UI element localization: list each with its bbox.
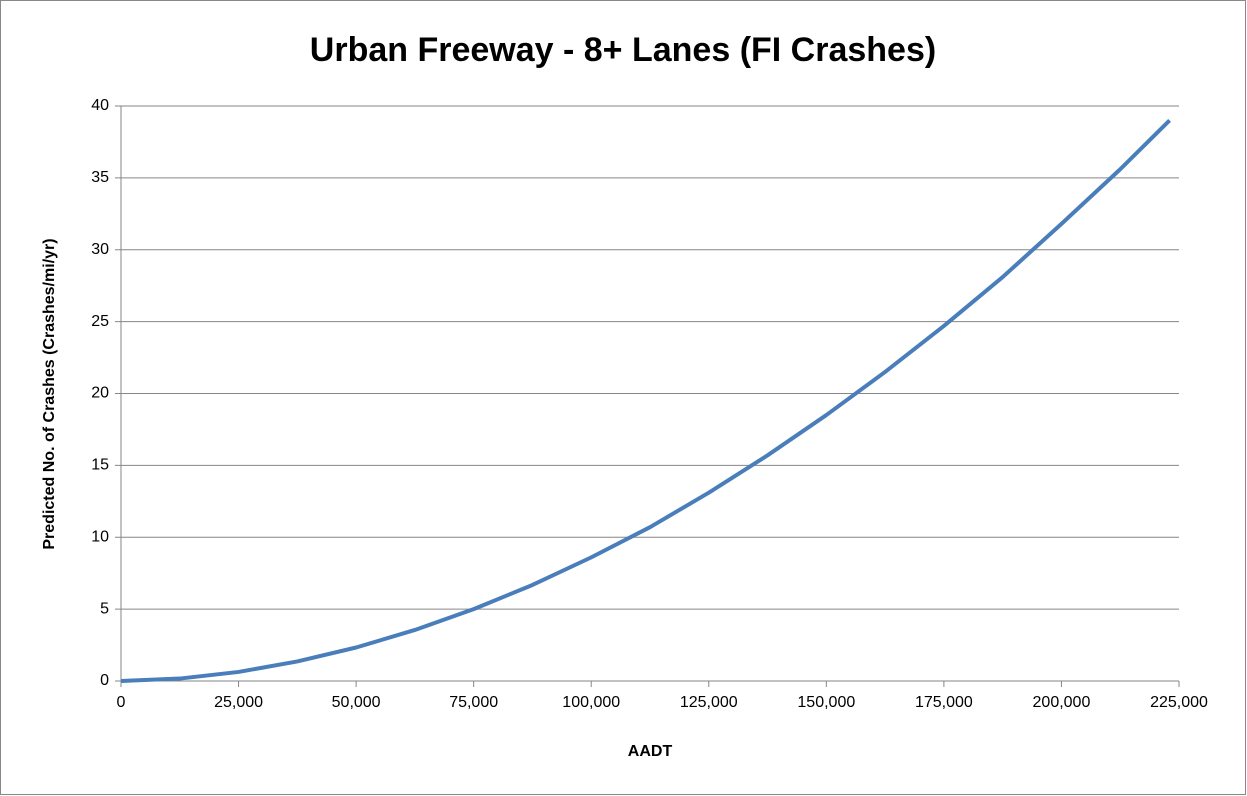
x-tick-label: 200,000 <box>1033 694 1091 711</box>
x-tick-label: 0 <box>117 694 126 711</box>
y-tick-label: 40 <box>91 97 109 114</box>
y-tick-label: 15 <box>91 457 109 474</box>
chart-title: Urban Freeway - 8+ Lanes (FI Crashes) <box>310 31 936 69</box>
x-tick-label: 125,000 <box>680 694 738 711</box>
x-tick-label: 175,000 <box>915 694 973 711</box>
y-tick-label: 10 <box>91 528 109 545</box>
x-tick-label: 75,000 <box>449 694 498 711</box>
y-tick-label: 20 <box>91 385 109 402</box>
x-tick-label: 225,000 <box>1150 694 1208 711</box>
y-tick-label: 35 <box>91 169 109 186</box>
x-tick-label: 25,000 <box>214 694 263 711</box>
y-tick-label: 25 <box>91 313 109 330</box>
y-tick-label: 5 <box>100 600 109 617</box>
x-tick-label: 150,000 <box>797 694 855 711</box>
x-tick-label: 100,000 <box>562 694 620 711</box>
line-series <box>120 118 1172 683</box>
x-tick-label: 50,000 <box>332 694 381 711</box>
y-axis-label: Predicted No. of Crashes (Crashes/mi/yr) <box>41 238 58 549</box>
y-tick-label: 0 <box>100 672 109 689</box>
y-tick-label: 30 <box>91 241 109 258</box>
x-axis-label: AADT <box>628 743 673 760</box>
